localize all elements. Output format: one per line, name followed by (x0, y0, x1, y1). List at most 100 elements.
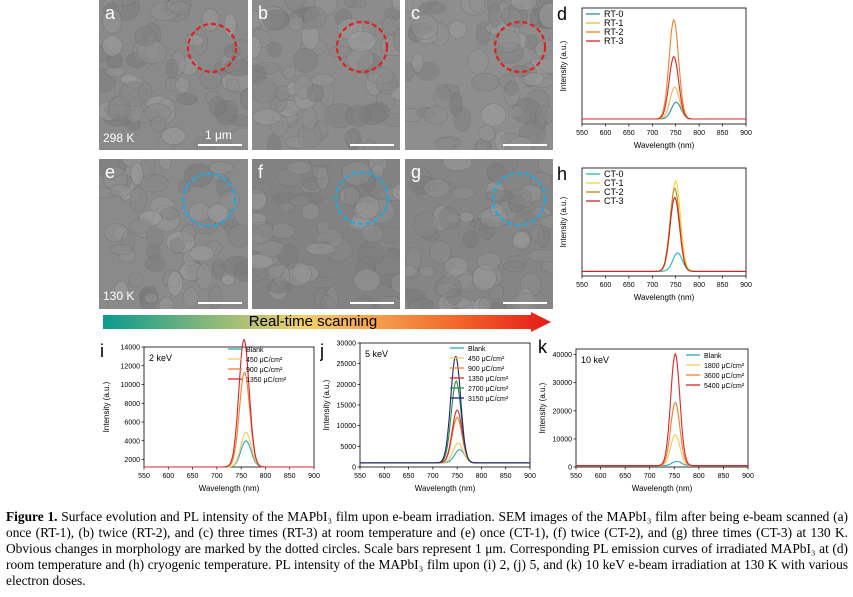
plot-frame (359, 342, 531, 468)
y-tick-label: 0 (352, 465, 356, 472)
x-tick-label: 750 (668, 473, 680, 480)
series-line (582, 55, 746, 120)
y-tick-label: 10000 (553, 436, 573, 443)
legend-label: 900 μC/cm² (246, 367, 283, 374)
energy-label: 5 keV (365, 349, 388, 359)
series-line (144, 440, 314, 468)
temperature-label: 130 K (103, 289, 135, 303)
panel-letter: j (320, 341, 324, 361)
chart-h: 550 600 650 700 750 800 850 900 Wavelength (nm) I… (556, 162, 752, 310)
legend-label: 450 μC/cm² (246, 357, 283, 364)
sem-texture (99, 0, 248, 150)
legend-label: RT-0 (604, 9, 623, 19)
y-axis-label: Intensity (a.u.) (102, 381, 111, 432)
y-tick-label: 0 (568, 465, 572, 472)
scale-bar (198, 302, 242, 304)
y-tick-label: 30000 (553, 380, 573, 387)
morphology-circle (334, 170, 390, 226)
x-tick-label: 900 (742, 473, 754, 480)
x-tick-label: 650 (403, 473, 415, 480)
panel-letter: a (105, 3, 116, 23)
sem-image-a: a 298 K 1 μm (99, 0, 248, 150)
x-tick-label: 600 (600, 130, 612, 137)
y-tick-label: 20000 (337, 382, 357, 389)
y-axis-label: Intensity (a.u.) (538, 382, 547, 433)
x-tick-label: 800 (693, 473, 705, 480)
y-tick-label: 5000 (340, 444, 356, 451)
plot-frame (581, 167, 747, 277)
morphology-circle (186, 22, 238, 74)
panel-letter: d (557, 4, 567, 24)
y-tick-label: 4000 (124, 438, 140, 445)
legend-label: Blank (704, 353, 722, 360)
legend-label: 2700 μC/cm² (468, 386, 509, 393)
x-tick-label: 800 (260, 473, 272, 480)
y-tick-label: 12000 (121, 363, 141, 370)
x-tick-label: 650 (623, 130, 635, 137)
series-line (144, 338, 314, 468)
x-tick-label: 550 (570, 473, 582, 480)
x-tick-label: 850 (717, 130, 729, 137)
scale-bar-label: 1 μm (205, 128, 232, 142)
x-tick-label: 600 (162, 473, 174, 480)
panel-letter: i (100, 341, 104, 361)
x-tick-label: 700 (644, 473, 656, 480)
series-line (360, 356, 530, 464)
energy-label: 2 keV (149, 353, 172, 363)
x-axis-label: Wavelength (nm) (634, 141, 695, 150)
legend-label: 3150 μC/cm² (468, 396, 509, 403)
x-tick-label: 600 (595, 473, 607, 480)
y-tick-label: 8000 (124, 401, 140, 408)
legend-label: 450 μC/cm² (468, 356, 505, 363)
morphology-circle (491, 171, 547, 227)
legend-label: CT-1 (604, 178, 624, 188)
x-tick-label: 600 (378, 473, 390, 480)
x-tick-label: 550 (354, 473, 366, 480)
series-line (576, 401, 748, 467)
y-tick-label: 2000 (124, 457, 140, 464)
sem-image-e: e 130 K (99, 159, 248, 309)
series-line (144, 431, 314, 468)
morphology-circle (493, 20, 547, 74)
series-line (582, 86, 746, 120)
grain-pattern (405, 0, 553, 150)
x-tick-label: 900 (308, 473, 320, 480)
x-axis-label: Wavelength (nm) (415, 484, 476, 493)
series-line (144, 372, 314, 468)
scale-bar (350, 302, 394, 304)
y-tick-label: 20000 (553, 408, 573, 415)
x-tick-label: 650 (619, 473, 631, 480)
sem-image-c: c (405, 0, 553, 150)
x-tick-label: 650 (623, 282, 635, 289)
x-tick-label: 600 (600, 282, 612, 289)
sem-texture (405, 0, 553, 150)
x-tick-label: 900 (524, 473, 536, 480)
grain-pattern (252, 0, 400, 150)
energy-label: 10 keV (581, 355, 609, 365)
legend-label: 1800 μC/cm² (704, 363, 745, 370)
x-tick-label: 750 (670, 130, 682, 137)
x-tick-label: 850 (284, 473, 296, 480)
arrow-label: Real-time scanning (248, 313, 378, 330)
sem-image-g: g (405, 159, 553, 309)
x-tick-label: 550 (138, 473, 150, 480)
pl-chart-h: 550 600 650 700 750 800 850 900 Wavelength (nm) I… (557, 164, 752, 302)
gradient-arrow (103, 312, 551, 332)
legend-label: RT-3 (604, 36, 623, 46)
x-tick-label: 900 (740, 130, 752, 137)
pl-chart-i: 550 600 650 700 750 800 850 900 2000 4000 6000 8000… (100, 338, 320, 493)
panel-letter: g (411, 162, 422, 182)
x-tick-label: 850 (500, 473, 512, 480)
x-tick-label: 650 (187, 473, 199, 480)
sem-image-b: b (252, 0, 400, 150)
panel-letter: e (105, 162, 116, 182)
legend-label: CT-2 (604, 187, 624, 197)
scale-bar (350, 144, 394, 146)
legend-label: 3600 μC/cm² (704, 373, 745, 380)
grain-pattern (99, 159, 248, 309)
panel-letter: f (258, 162, 264, 182)
x-tick-label: 700 (427, 473, 439, 480)
legend-label: 1350 μC/cm² (468, 376, 509, 383)
x-axis-label: Wavelength (nm) (199, 484, 260, 493)
figure-number: Figure 1. (6, 509, 58, 524)
